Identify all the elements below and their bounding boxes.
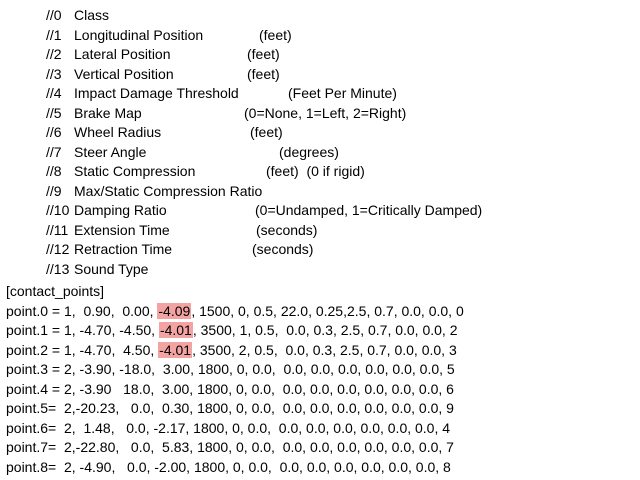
comment-unit: (feet)	[259, 26, 292, 43]
comment-field-name: Sound Type	[74, 260, 149, 277]
comment-unit: (0=Undamped, 1=Critically Damped)	[255, 202, 483, 218]
comment-index: //7	[46, 143, 62, 160]
comment-field-name: Damping Ratio	[74, 202, 167, 218]
comment-field-name: Wheel Radius	[74, 124, 162, 140]
contact-point-values: point.0 = 1, 0.90, 0.00,	[6, 302, 158, 319]
comment-unit: (degrees)	[279, 143, 339, 160]
comment-line: //5 Brake Map (0=None, 1=Left, 2=Right)	[46, 104, 606, 124]
comment-line: //2 Lateral Position (feet)	[46, 45, 606, 65]
comment-line: //7 Steer Angle (degrees)	[46, 143, 606, 163]
comment-unit: (seconds)	[252, 241, 314, 257]
contact-point-line: point.0 = 1, 0.90, 0.00, -4.09, 1500, 0,…	[6, 302, 464, 322]
contact-point-values-rest: , 3500, 2, 0.5, 0.0, 0.3, 2.5, 0.7, 0.0,…	[192, 341, 457, 358]
comment-field-name: Vertical Position	[74, 65, 174, 82]
comment-field-name: Steer Angle	[74, 143, 147, 160]
comment-index: //12	[46, 241, 70, 257]
contact-point-values-rest: , 3500, 1, 0.5, 0.0, 0.3, 2.5, 0.7, 0.0,…	[192, 322, 458, 338]
comment-index: //5	[46, 104, 62, 121]
comment-index: //6	[46, 124, 62, 140]
comment-line: //11 Extension Time (seconds)	[46, 221, 606, 241]
contact-point-values: point.8= 2, -4.90, 0.0, -2.00, 1800, 0, …	[6, 458, 451, 475]
contact-point-values: point.3 = 2, -3.90, -18.0, 3.00, 1800, 0…	[6, 361, 455, 377]
comment-field-name: Lateral Position	[74, 46, 171, 62]
comment-unit: (feet)	[247, 65, 280, 82]
section-header: [contact_points]	[6, 283, 105, 299]
contact-point-line: point.8= 2, -4.90, 0.0, -2.00, 1800, 0, …	[6, 458, 451, 478]
comment-line: //6 Wheel Radius (feet)	[46, 123, 606, 143]
contact-point-line: point.1 = 1, -4.70, -4.50, -4.01, 3500, …	[6, 321, 458, 341]
contact-point-line: point.5= 2,-20.23, 0.0, 0.30, 1800, 0, 0…	[6, 399, 454, 419]
contact-point-line: point.3 = 2, -3.90, -18.0, 3.00, 1800, 0…	[6, 360, 455, 380]
comment-index: //1	[46, 26, 62, 43]
comment-field-name: Static Compression	[74, 163, 196, 179]
contact-point-line: point.7= 2,-22.80, 0.0, 5.83, 1800, 0, 0…	[6, 438, 454, 458]
comment-index: //10	[46, 202, 70, 218]
comment-field-name: Retraction Time	[74, 241, 173, 257]
comment-index: //8	[46, 163, 62, 179]
comment-unit: (feet)	[247, 46, 280, 62]
comment-index: //2	[46, 46, 62, 62]
comment-unit: (seconds)	[256, 221, 318, 238]
contact-point-values: point.2 = 1, -4.70, 4.50,	[6, 341, 159, 358]
contact-point-values: point.1 = 1, -4.70, -4.50,	[6, 322, 159, 338]
comment-unit: (feet)	[250, 124, 283, 140]
comment-index: //4	[46, 85, 62, 101]
comment-line: //10 Damping Ratio (0=Undamped, 1=Critical…	[46, 201, 606, 221]
contact-point-values: point.4 = 2, -3.90 18.0, 3.00, 1800, 0, …	[6, 380, 454, 397]
comment-line: //13 Sound Type	[46, 260, 606, 280]
comment-field-name: Max/Static Compression Ratio	[74, 182, 263, 199]
comment-line: //12 Retraction Time (seconds)	[46, 240, 606, 260]
highlighted-vertical-position: -4.09	[157, 302, 192, 319]
contact-point-line: point.2 = 1, -4.70, 4.50, -4.01, 3500, 2…	[6, 341, 457, 361]
comment-field-name: Impact Damage Threshold	[74, 85, 239, 101]
comment-line: //3 Vertical Position (feet)	[46, 65, 606, 85]
comment-line: //9 Max/Static Compression Ratio	[46, 182, 606, 202]
comment-field-name: Longitudinal Position	[74, 26, 204, 43]
comment-index: //9	[46, 182, 62, 199]
contact-point-values: point.6= 2, 1.48, 0.0, -2.17, 1800, 0, 0…	[6, 419, 451, 436]
highlighted-vertical-position: -4.01	[158, 322, 193, 338]
contact-point-values: point.7= 2,-22.80, 0.0, 5.83, 1800, 0, 0…	[6, 439, 454, 455]
comment-field-name: Brake Map	[74, 104, 142, 121]
comment-unit: (0=None, 1=Left, 2=Right)	[244, 104, 407, 121]
comment-line: //0 Class	[46, 6, 606, 26]
contact-point-line: point.6= 2, 1.48, 0.0, -2.17, 1800, 0, 0…	[6, 419, 450, 439]
comment-index: //13	[46, 260, 70, 277]
comment-index: //3	[46, 65, 62, 82]
contact-point-values-rest: , 1500, 0, 0.5, 22.0, 0.25,2.5, 0.7, 0.0…	[191, 302, 464, 319]
comment-line: //1 Longitudinal Position (feet)	[46, 26, 606, 46]
comment-field-name: Class	[74, 7, 110, 23]
comment-index: //0	[46, 7, 62, 23]
comment-line: //8 Static Compression (feet) (0 if rigid)	[46, 162, 606, 182]
comment-index: //11	[46, 221, 69, 238]
highlighted-vertical-position: -4.01	[158, 341, 193, 358]
contact-point-line: point.4 = 2, -3.90 18.0, 3.00, 1800, 0, …	[6, 380, 454, 400]
comment-unit: (feet) (0 if rigid)	[266, 163, 365, 179]
comment-unit: (Feet Per Minute)	[288, 85, 397, 101]
contact-point-values: point.5= 2,-20.23, 0.0, 0.30, 1800, 0, 0…	[6, 400, 454, 416]
comment-field-name: Extension Time	[74, 221, 170, 238]
comment-line: //4 Impact Damage Threshold (Feet Per Minu…	[46, 84, 606, 104]
